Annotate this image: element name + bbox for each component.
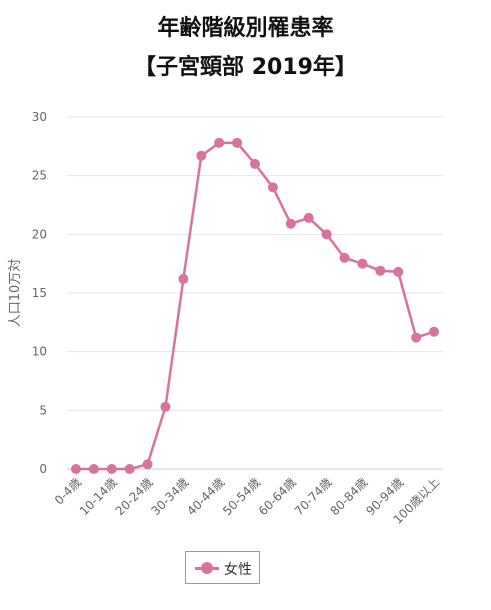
series-line — [75, 141, 435, 471]
data-point — [106, 464, 117, 474]
chart-title-line-1: 年齢階級別罹患率 — [157, 16, 334, 41]
x-tick-label: 80-84歳 — [328, 475, 371, 518]
legend-label-female: 女性 — [224, 562, 252, 578]
y-tick-label: 25 — [32, 169, 47, 183]
data-point — [214, 137, 225, 148]
y-tick-label: 20 — [32, 227, 47, 241]
y-tick-label: 30 — [32, 110, 47, 124]
x-tick-label: 70-74歳 — [292, 475, 335, 518]
data-point — [267, 182, 278, 193]
data-point — [393, 266, 404, 277]
data-point — [411, 332, 422, 343]
data-point — [124, 464, 135, 474]
data-point — [178, 273, 189, 284]
x-tick-label: 30-34歳 — [148, 475, 191, 518]
x-tick-label: 10-14歳 — [77, 475, 120, 518]
x-tick-label: 20-24歳 — [113, 475, 156, 518]
x-tick-label: 0-4歳 — [52, 475, 84, 507]
y-tick-label: 15 — [32, 286, 47, 300]
x-tick-label: 40-44歳 — [184, 475, 227, 518]
data-point — [357, 258, 368, 269]
x-tick-label: 50-54歳 — [220, 475, 263, 518]
line-chart: 0 5 10 15 20 25 30 人口10万対 0-4歳10-14歳20-24歳30-34歳… — [8, 110, 443, 527]
y-tick-label: 0 — [39, 462, 47, 476]
chart-title-line-2: 【子宮頸部 2019年】 — [134, 55, 357, 80]
data-point — [339, 252, 350, 263]
data-point — [70, 464, 81, 474]
y-tick-label: 5 — [39, 403, 47, 417]
data-point — [303, 212, 314, 223]
data-point — [375, 265, 386, 276]
legend[interactable]: 女性 — [185, 551, 260, 584]
x-tick-label: 60-64歳 — [256, 475, 299, 518]
data-point — [196, 150, 207, 161]
y-axis-label: 人口10万対 — [8, 259, 23, 328]
data-point — [285, 218, 296, 229]
data-point — [321, 229, 332, 240]
data-point — [88, 464, 99, 474]
data-point — [429, 326, 440, 337]
data-point — [160, 401, 171, 412]
data-point — [250, 158, 260, 169]
y-tick-label: 10 — [32, 345, 47, 359]
legend-marker-icon — [201, 562, 213, 574]
data-point — [232, 137, 243, 148]
data-point — [142, 459, 153, 470]
